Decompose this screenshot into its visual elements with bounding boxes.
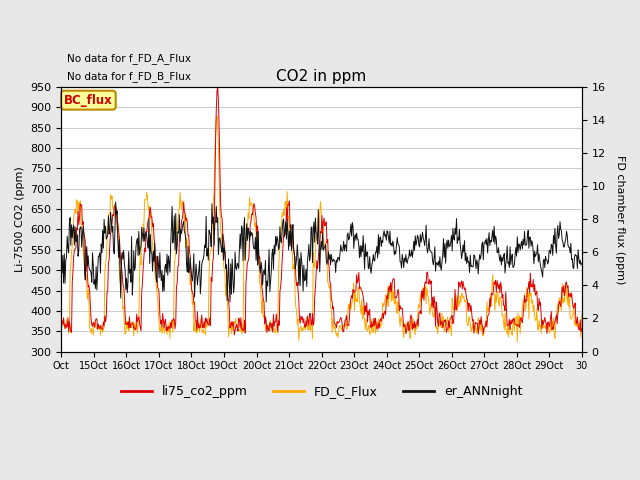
Y-axis label: FD chamber flux (ppm): FD chamber flux (ppm) [615, 155, 625, 284]
Legend: li75_co2_ppm, FD_C_Flux, er_ANNnight: li75_co2_ppm, FD_C_Flux, er_ANNnight [116, 381, 527, 404]
Y-axis label: Li-7500 CO2 (ppm): Li-7500 CO2 (ppm) [15, 167, 25, 272]
Text: No data for f_FD_B_Flux: No data for f_FD_B_Flux [67, 71, 191, 82]
Title: CO2 in ppm: CO2 in ppm [276, 70, 367, 84]
Text: BC_flux: BC_flux [64, 94, 113, 107]
Text: No data for f_FD_A_Flux: No data for f_FD_A_Flux [67, 53, 191, 63]
